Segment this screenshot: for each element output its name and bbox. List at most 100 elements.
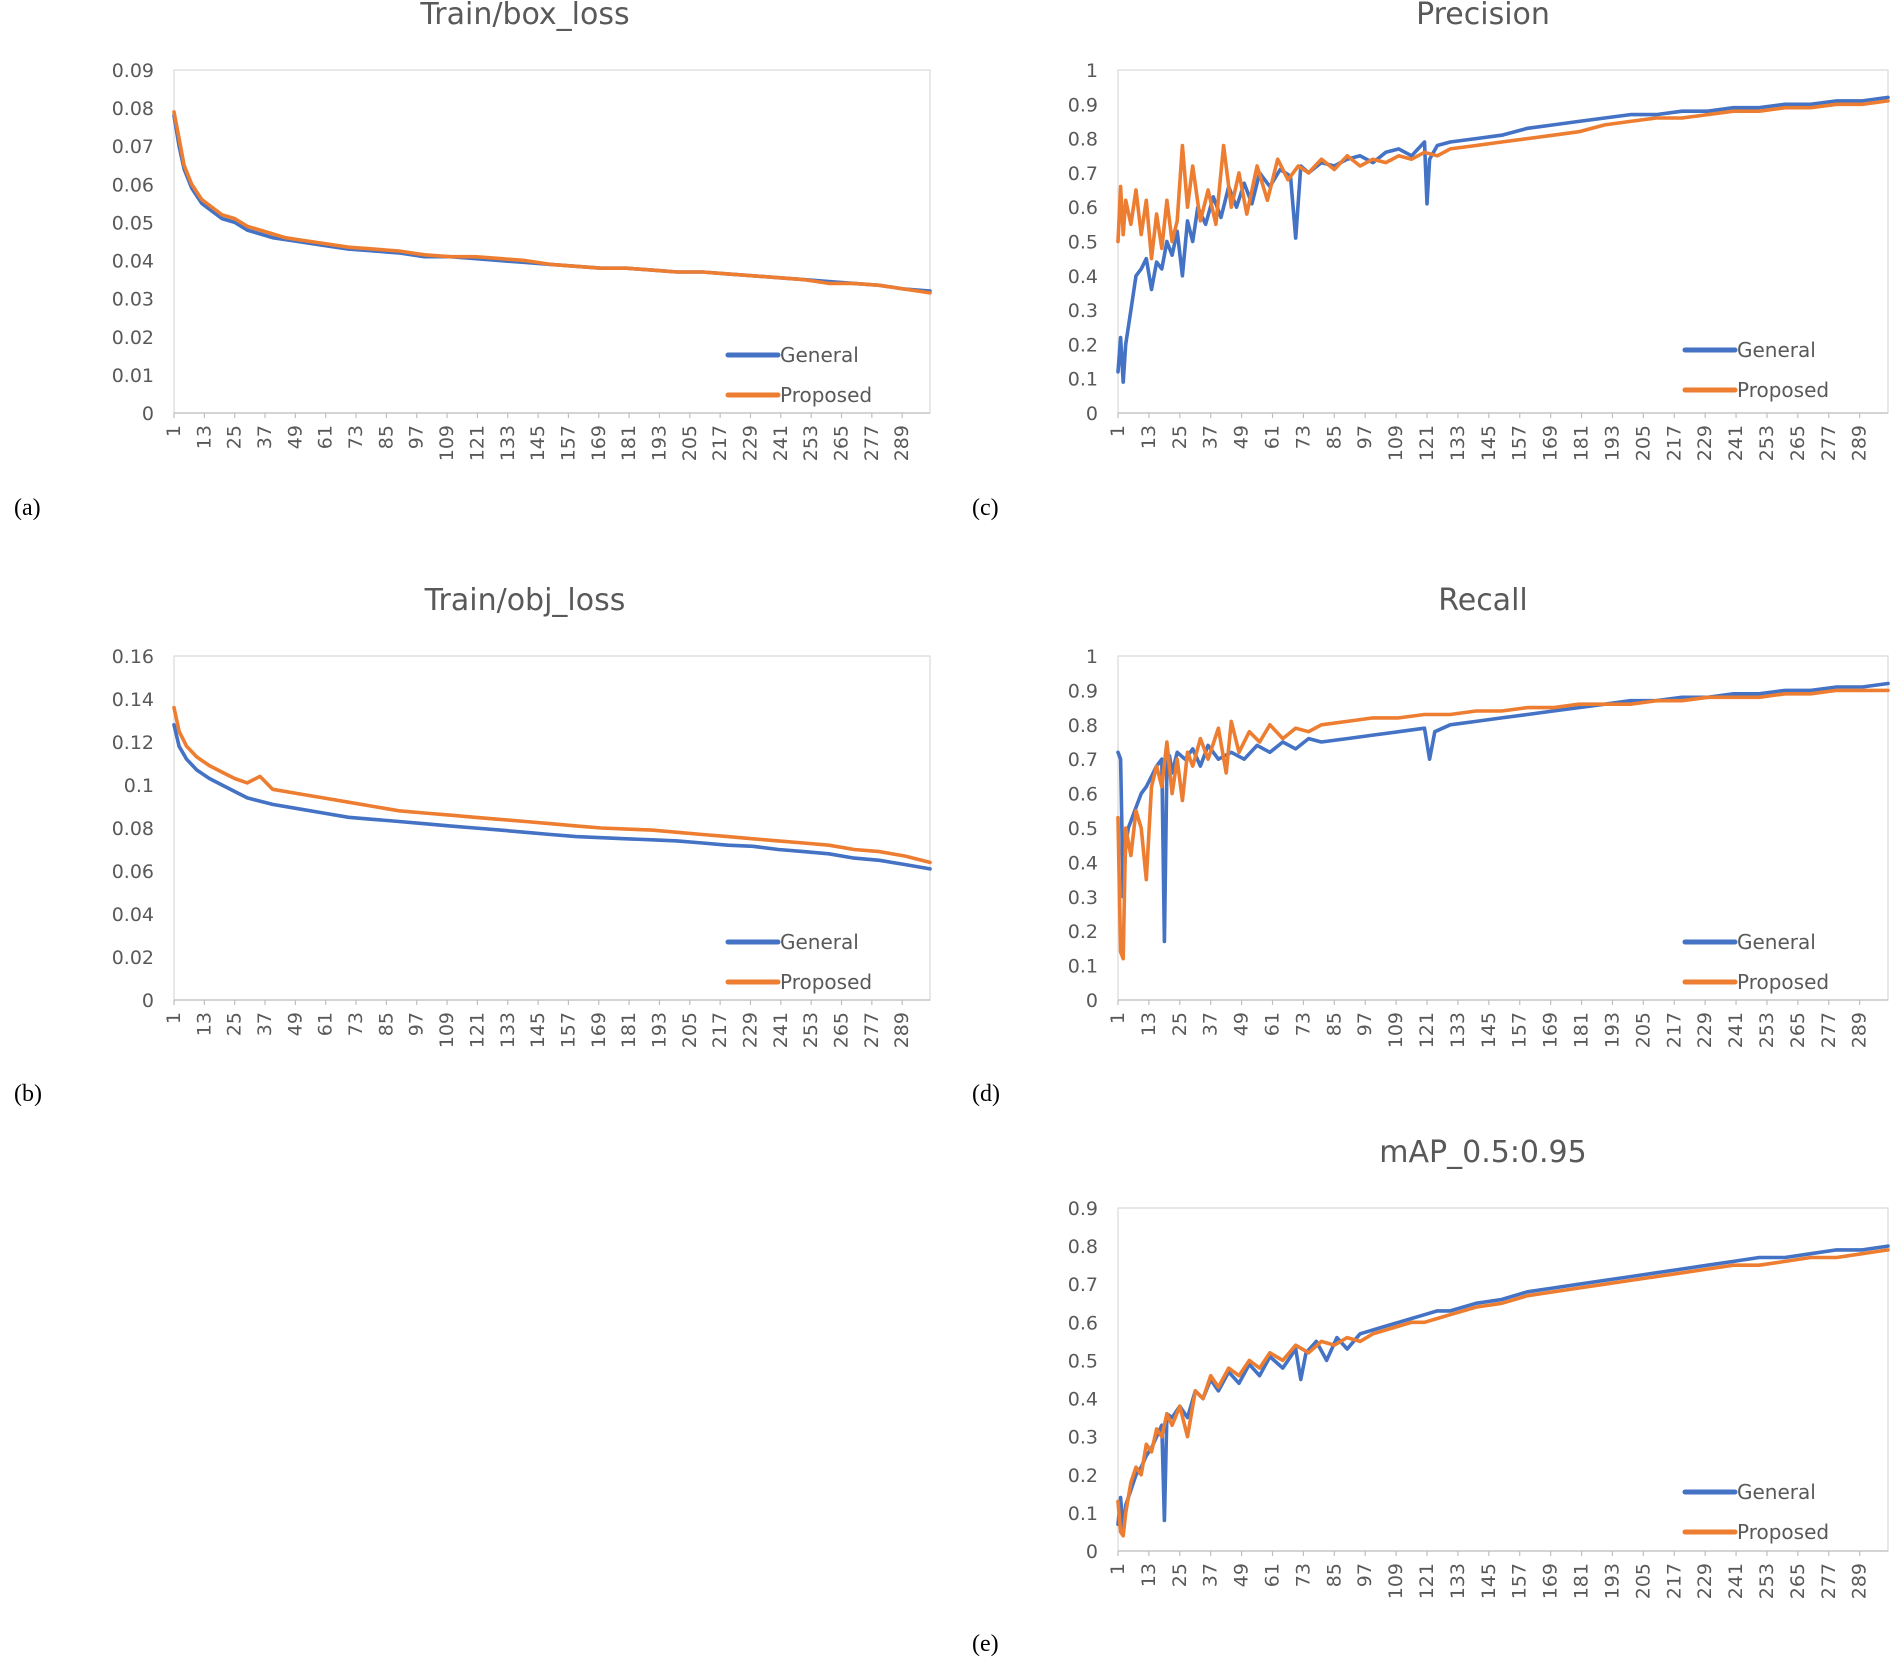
- series-line-proposed: [172, 110, 932, 295]
- legend-label-general: General: [1737, 338, 1816, 362]
- x-tick-label: 145: [527, 1012, 549, 1048]
- x-tick-label: 145: [1478, 425, 1500, 461]
- panel-label: (d): [972, 1081, 1000, 1107]
- legend-label-proposed: Proposed: [1737, 1520, 1829, 1544]
- x-tick-label: 133: [497, 425, 519, 461]
- chart-obj_loss: Train/obj_loss 0 0.02 0.04 0.06 0.08 0.1 0.12 0.…: [14, 583, 932, 1107]
- y-tick-label: 1: [1086, 646, 1098, 668]
- x-tick-label: 109: [1385, 425, 1407, 461]
- y-tick-label: 0.7: [1068, 163, 1098, 185]
- x-tick-label: 73: [1292, 1563, 1314, 1587]
- legend-label-proposed: Proposed: [1737, 378, 1829, 402]
- panel-label: (a): [14, 495, 41, 521]
- panel-label: (e): [972, 1631, 999, 1657]
- x-tick-label: 37: [254, 1012, 276, 1036]
- x-tick-label: 181: [1571, 1563, 1593, 1599]
- x-tick-label: 49: [284, 425, 306, 449]
- x-tick-label: 49: [1231, 1012, 1253, 1036]
- y-tick-label: 0: [1086, 990, 1098, 1012]
- x-tick-label: 37: [1200, 1012, 1222, 1036]
- y-tick-label: 0.02: [112, 327, 154, 349]
- x-tick-label: 217: [1663, 1563, 1685, 1599]
- y-tick-label: 0.9: [1068, 1198, 1098, 1220]
- x-tick-label: 97: [1354, 425, 1376, 449]
- y-tick-label: 0.3: [1068, 887, 1098, 909]
- x-tick-label: 157: [557, 425, 579, 461]
- x-tick-label: 25: [224, 1012, 246, 1036]
- legend-label-proposed: Proposed: [1737, 970, 1829, 994]
- x-tick-label: 1: [163, 425, 185, 437]
- x-tick-label: 157: [557, 1012, 579, 1048]
- x-tick-label: 169: [1540, 1563, 1562, 1599]
- series-line-proposed: [1116, 1248, 1890, 1538]
- x-tick-label: 85: [1323, 425, 1345, 449]
- chart-map: mAP_0.5:0.95 0 0.1 0.2 0.3 0.4 0.5 0.6 0.7 0.8 0.9…: [972, 1135, 1890, 1657]
- x-tick-label: 13: [193, 1012, 215, 1036]
- x-tick-label: 97: [406, 425, 428, 449]
- x-tick-label: 1: [163, 1012, 185, 1024]
- legend-label-general: General: [780, 343, 859, 367]
- legend-label-general: General: [780, 930, 859, 954]
- x-tick-label: 289: [891, 425, 913, 461]
- x-tick-label: 109: [1385, 1012, 1407, 1048]
- x-tick-label: 241: [770, 1012, 792, 1048]
- x-tick-label: 13: [1138, 1012, 1160, 1036]
- x-tick-label: 217: [1663, 425, 1685, 461]
- x-tick-label: 229: [1694, 1563, 1716, 1599]
- x-tick-label: 253: [800, 425, 822, 461]
- x-tick-label: 133: [1447, 425, 1469, 461]
- y-tick-label: 0.03: [112, 289, 154, 311]
- x-tick-label: 277: [1818, 1563, 1840, 1599]
- x-tick-label: 253: [800, 1012, 822, 1048]
- y-tick-label: 0.4: [1068, 852, 1098, 874]
- x-tick-label: 265: [831, 1012, 853, 1048]
- x-tick-label: 109: [436, 425, 458, 461]
- y-tick-label: 0.5: [1068, 818, 1098, 840]
- y-tick-label: 0.3: [1068, 300, 1098, 322]
- x-tick-label: 73: [345, 1012, 367, 1036]
- y-tick-label: 0.9: [1068, 94, 1098, 116]
- y-tick-label: 0.05: [112, 212, 154, 234]
- legend-label-general: General: [1737, 1480, 1816, 1504]
- x-tick-label: 13: [1138, 1563, 1160, 1587]
- x-tick-label: 97: [1354, 1012, 1376, 1036]
- x-tick-label: 193: [1601, 1012, 1623, 1048]
- y-tick-label: 0.5: [1068, 1350, 1098, 1372]
- x-tick-label: 121: [1416, 1012, 1438, 1048]
- x-tick-label: 229: [739, 1012, 761, 1048]
- y-tick-label: 0.1: [1068, 1503, 1098, 1525]
- x-tick-label: 25: [1169, 1012, 1191, 1036]
- x-tick-label: 217: [709, 425, 731, 461]
- x-tick-label: 193: [1601, 425, 1623, 461]
- x-tick-label: 241: [770, 425, 792, 461]
- chart-title: mAP_0.5:0.95: [1379, 1135, 1586, 1170]
- y-tick-label: 0.1: [124, 775, 154, 797]
- y-tick-label: 0.14: [112, 689, 154, 711]
- x-tick-label: 205: [1632, 425, 1654, 461]
- x-tick-label: 61: [315, 1012, 337, 1036]
- x-tick-label: 61: [315, 425, 337, 449]
- x-tick-label: 217: [709, 1012, 731, 1048]
- x-tick-label: 121: [466, 425, 488, 461]
- x-tick-label: 133: [497, 1012, 519, 1048]
- y-tick-label: 0: [1086, 403, 1098, 425]
- x-tick-label: 133: [1447, 1563, 1469, 1599]
- x-tick-label: 181: [618, 1012, 640, 1048]
- x-tick-label: 73: [1292, 425, 1314, 449]
- y-tick-label: 0.04: [112, 904, 154, 926]
- x-tick-label: 109: [436, 1012, 458, 1048]
- x-tick-label: 193: [1601, 1563, 1623, 1599]
- y-tick-label: 0.8: [1068, 1236, 1098, 1258]
- x-tick-label: 157: [1509, 1012, 1531, 1048]
- x-tick-label: 265: [1787, 425, 1809, 461]
- x-tick-label: 13: [1138, 425, 1160, 449]
- x-tick-label: 229: [1694, 425, 1716, 461]
- x-tick-label: 241: [1725, 425, 1747, 461]
- x-tick-label: 37: [1200, 425, 1222, 449]
- y-tick-label: 1: [1086, 60, 1098, 82]
- chart-box_loss: Train/box_loss 0 0.01 0.02 0.03 0.04 0.05 0.06 0…: [14, 0, 932, 521]
- x-tick-label: 1: [1107, 425, 1129, 437]
- x-tick-label: 85: [375, 1012, 397, 1036]
- y-tick-label: 0.2: [1068, 921, 1098, 943]
- x-tick-label: 265: [1787, 1563, 1809, 1599]
